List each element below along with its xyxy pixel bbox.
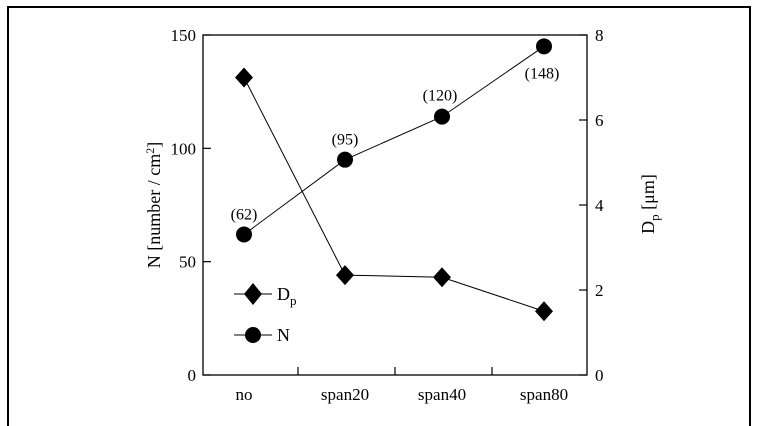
plot-area [202,34,588,376]
series-dp-point [433,267,451,288]
legend-dp-label: Dp [277,284,297,308]
series-n-point [236,226,252,243]
y-left-tick-label: 50 [179,253,196,272]
y-left-tick-label: 100 [171,139,197,158]
data-label: (95) [332,132,359,149]
y-left-tick-label: 150 [171,26,197,45]
figure-frame [7,6,751,426]
x-tick-label: span20 [321,385,369,404]
y-left-tick-label: 0 [188,366,197,385]
data-label: (120) [423,88,458,105]
legend-n-marker [245,327,261,343]
y-right-tick-label: 2 [595,281,604,300]
x-tick-label: no [236,385,253,404]
series-dp-line [243,77,545,312]
series-n-point [536,38,552,55]
series-dp-point [535,301,553,322]
series-n-line [243,45,545,235]
series-n-point [337,151,353,168]
legend: Dp N [234,283,297,345]
series-n-point [434,108,450,125]
y-axis-left-title: N [number / cm2] [143,142,164,268]
y-right-tick-label: 6 [595,111,604,130]
legend-n-label: N [277,325,290,345]
x-tick-label: span40 [418,385,466,404]
y-right-tick-label: 4 [595,196,604,215]
legend-dp-marker [244,283,262,305]
data-label: (148) [525,65,560,82]
y-right-tick-label: 0 [595,366,604,385]
series-dp-point [235,67,253,88]
data-label: (62) [231,206,258,223]
y-right-tick-label: 8 [595,26,604,45]
x-tick-label: span80 [520,385,568,404]
series-dp-point [336,265,354,286]
y-axis-right-title: Dp [μm] [638,174,662,234]
